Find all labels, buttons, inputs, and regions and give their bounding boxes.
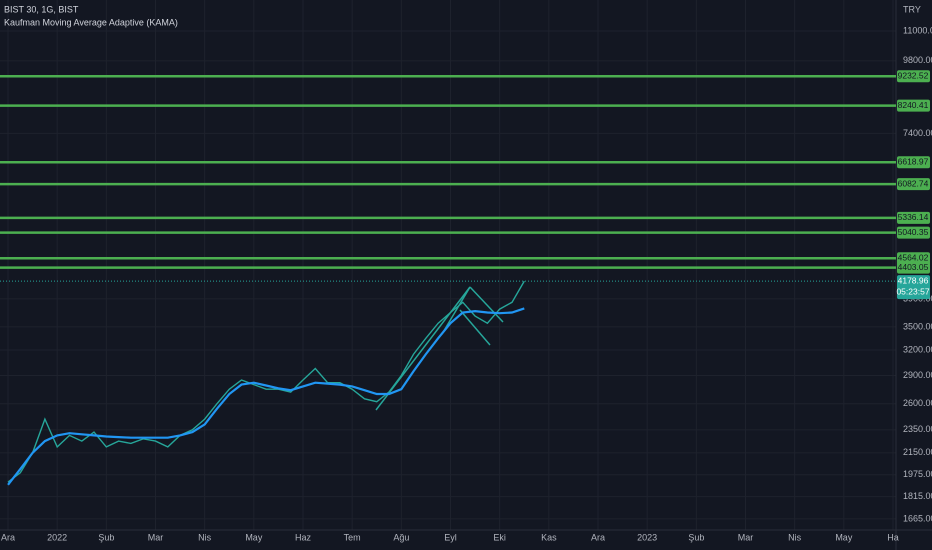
x-tick-label: Ara bbox=[1, 532, 15, 542]
y-tick-label: 2600.00 bbox=[903, 398, 932, 408]
x-tick-label: Ara bbox=[591, 532, 605, 542]
x-tick-label: Nis bbox=[788, 532, 801, 542]
level-label-bg bbox=[897, 211, 930, 224]
level-label-bg bbox=[897, 252, 930, 265]
x-tick-label: Ağu bbox=[393, 532, 409, 542]
y-tick-label: 1815.00 bbox=[903, 491, 932, 501]
y-tick-label: 11000.00 bbox=[903, 25, 932, 35]
level-label: 6618.97 bbox=[898, 156, 929, 166]
x-tick-label: Tem bbox=[344, 532, 361, 542]
y-tick-label: 9800.00 bbox=[903, 55, 932, 65]
countdown: 05:23:57 bbox=[896, 286, 929, 296]
y-tick-label: 1975.00 bbox=[903, 469, 932, 479]
series-line bbox=[7, 307, 525, 486]
grid bbox=[0, 0, 896, 530]
x-tick-label: Şub bbox=[688, 532, 704, 542]
level-label-bg bbox=[897, 226, 930, 239]
level-label-bg bbox=[897, 261, 930, 274]
level-label: 5336.14 bbox=[898, 212, 929, 222]
x-tick-label: Eki bbox=[493, 532, 506, 542]
x-tick-label: 2023 bbox=[637, 532, 657, 542]
x-tick-label: Eyl bbox=[444, 532, 457, 542]
level-label: 8240.41 bbox=[898, 100, 929, 110]
level-label: 9232.52 bbox=[898, 70, 929, 80]
y-tick-label: 2150.00 bbox=[903, 447, 932, 457]
level-label-bg bbox=[897, 99, 930, 112]
level-label: 4564.02 bbox=[898, 253, 929, 263]
x-tick-label: May bbox=[245, 532, 263, 542]
level-label: 4403.05 bbox=[898, 262, 929, 272]
level-label: 6082.74 bbox=[898, 178, 929, 188]
legend-entry: Kaufman Moving Average Adaptive (KAMA) bbox=[4, 17, 178, 27]
y-tick-label: 2350.00 bbox=[903, 424, 932, 434]
y-tick-label: 3200.00 bbox=[903, 344, 932, 354]
x-tick-label: 2022 bbox=[47, 532, 67, 542]
level-label-bg bbox=[897, 70, 930, 83]
last-price-label: 4178.96 bbox=[898, 275, 929, 285]
currency: TRY bbox=[903, 4, 921, 14]
x-tick-label: Kas bbox=[541, 532, 557, 542]
trend-line bbox=[459, 309, 491, 346]
level-label-bg bbox=[897, 178, 930, 191]
legend-entry: BIST 30, 1G, BIST bbox=[4, 4, 79, 14]
x-tick-label: Mar bbox=[148, 532, 164, 542]
trend-line bbox=[469, 286, 504, 323]
x-tick-label: May bbox=[835, 532, 853, 542]
y-tick-label: 2900.00 bbox=[903, 370, 932, 380]
x-tick-label: Nis bbox=[198, 532, 211, 542]
x-tick-label: Haz bbox=[295, 532, 312, 542]
plot bbox=[7, 280, 525, 486]
series-line bbox=[7, 280, 525, 483]
level-label: 5040.35 bbox=[898, 227, 929, 237]
x-tick-label: Mar bbox=[738, 532, 754, 542]
y-tick-label: 7400.00 bbox=[903, 128, 932, 138]
x-tick-label: Ha bbox=[887, 532, 899, 542]
x-tick-label: Şub bbox=[98, 532, 114, 542]
y-tick-label: 3500.00 bbox=[903, 321, 932, 331]
level-label-bg bbox=[897, 156, 930, 169]
y-tick-label: 1665.00 bbox=[903, 513, 932, 523]
last-price-bg bbox=[897, 275, 930, 300]
